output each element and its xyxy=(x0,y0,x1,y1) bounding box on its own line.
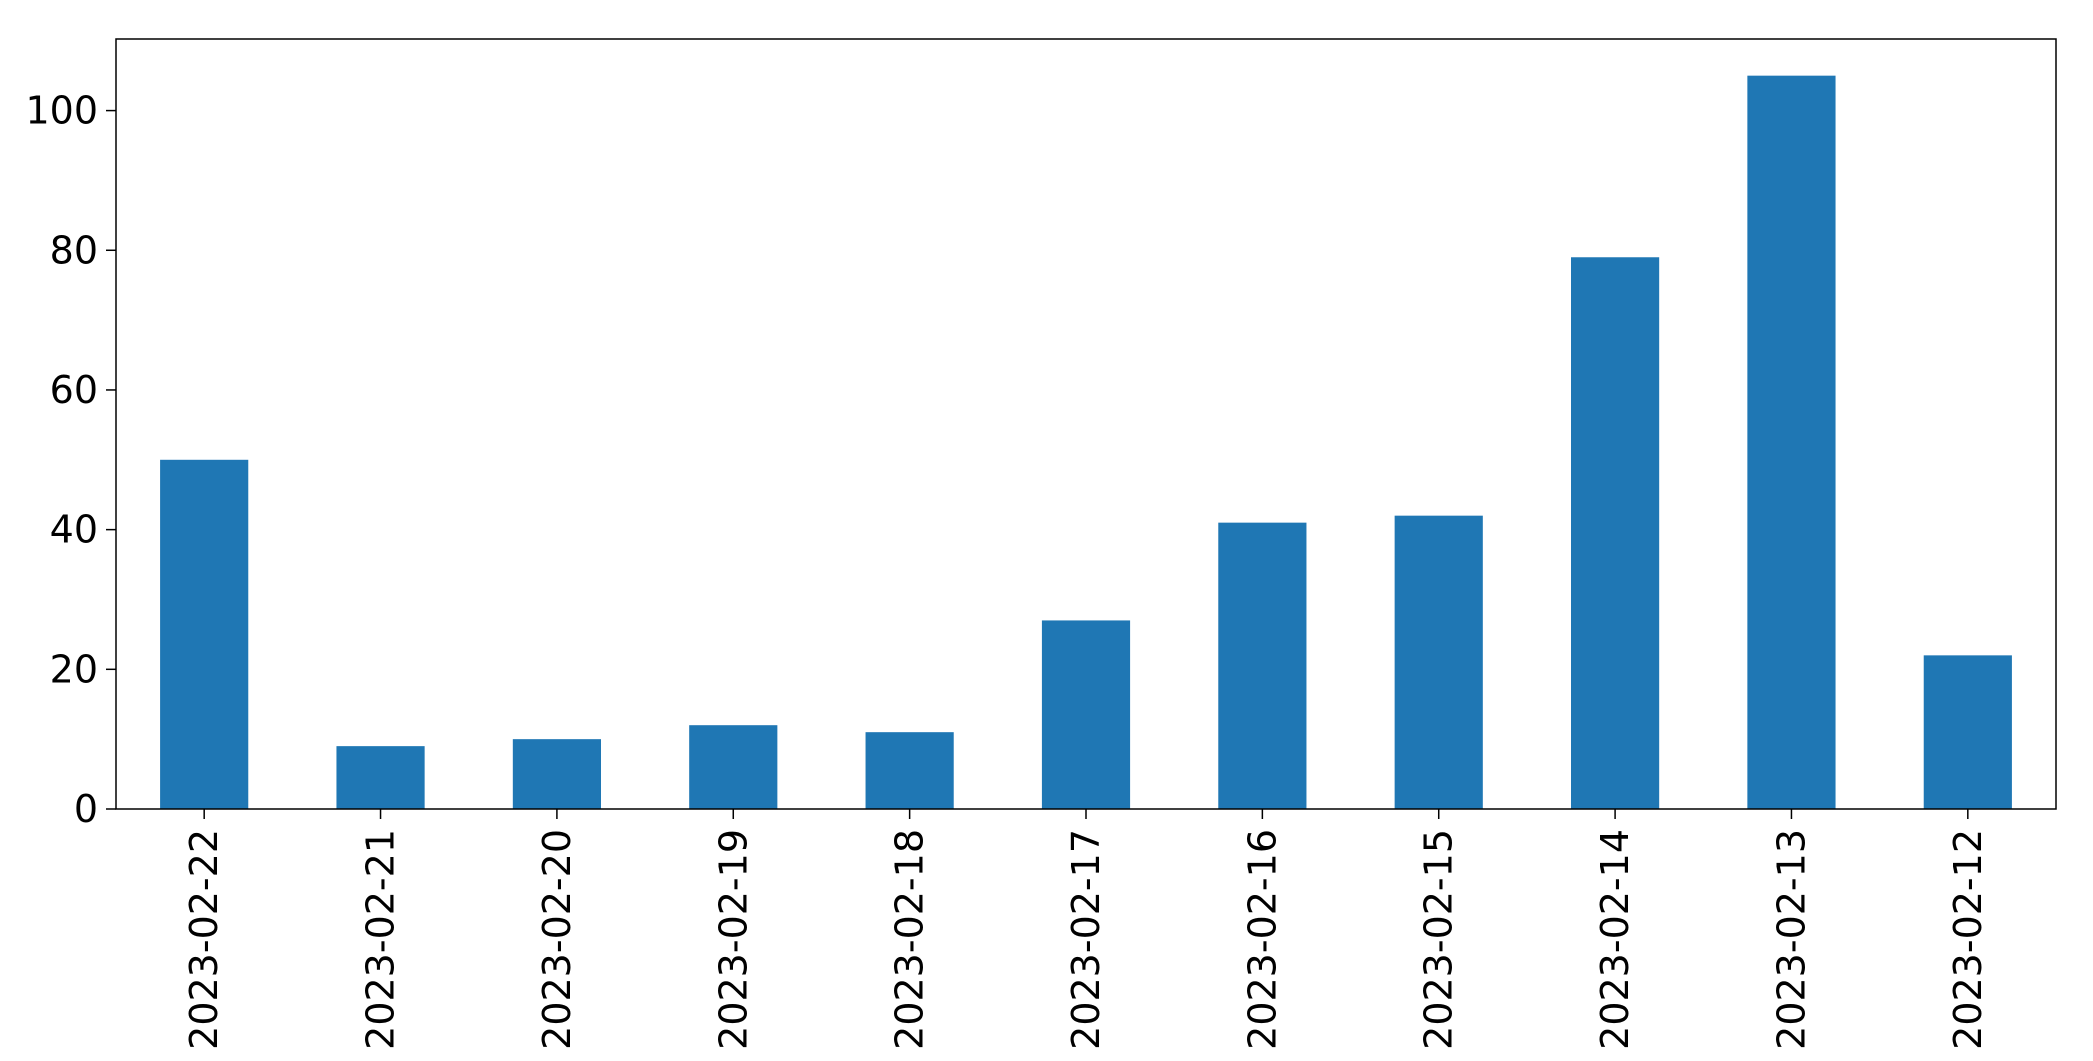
plot-frame xyxy=(115,38,2057,810)
x-tick-label: 2023-02-21 xyxy=(359,829,403,1050)
x-tick-label: 2023-02-19 xyxy=(711,829,755,1050)
x-tick-label: 2023-02-22 xyxy=(182,829,226,1050)
y-tick-label: 0 xyxy=(74,787,98,831)
y-tick-label: 20 xyxy=(50,647,98,691)
x-tick-label: 2023-02-17 xyxy=(1064,829,1108,1050)
bar-2023-02-22 xyxy=(160,459,249,809)
bar-2023-02-21 xyxy=(336,746,425,809)
x-tick-label: 2023-02-15 xyxy=(1417,829,1461,1050)
bar-2023-02-18 xyxy=(865,732,954,809)
bar-2023-02-20 xyxy=(512,739,601,809)
bar-2023-02-17 xyxy=(1041,620,1131,809)
bars-layer xyxy=(160,75,2012,809)
x-axis: 2023-02-22 2023-02-21 2023-02-20 2023-02-19… xyxy=(182,809,1990,1050)
y-tick-label: 100 xyxy=(25,89,98,133)
x-tick-label: 2023-02-18 xyxy=(888,829,932,1050)
x-tick-label: 2023-02-20 xyxy=(535,829,579,1050)
bar-2023-02-19 xyxy=(689,725,778,809)
bar-2023-02-16 xyxy=(1218,522,1307,809)
bar-2023-02-13 xyxy=(1747,75,1836,809)
bar-2023-02-15 xyxy=(1394,515,1483,809)
y-axis: 0 20 40 60 80 100 xyxy=(25,89,116,831)
y-tick-label: 80 xyxy=(50,228,98,272)
bar-2023-02-12 xyxy=(1923,655,2012,809)
x-tick-label: 2023-02-14 xyxy=(1593,829,1637,1050)
x-tick-label: 2023-02-13 xyxy=(1769,829,1813,1050)
bar-2023-02-14 xyxy=(1571,257,1660,809)
x-tick-label: 2023-02-12 xyxy=(1946,829,1990,1050)
y-tick-label: 60 xyxy=(50,368,98,412)
x-tick-label: 2023-02-16 xyxy=(1240,829,1284,1050)
y-tick-label: 40 xyxy=(50,508,98,552)
